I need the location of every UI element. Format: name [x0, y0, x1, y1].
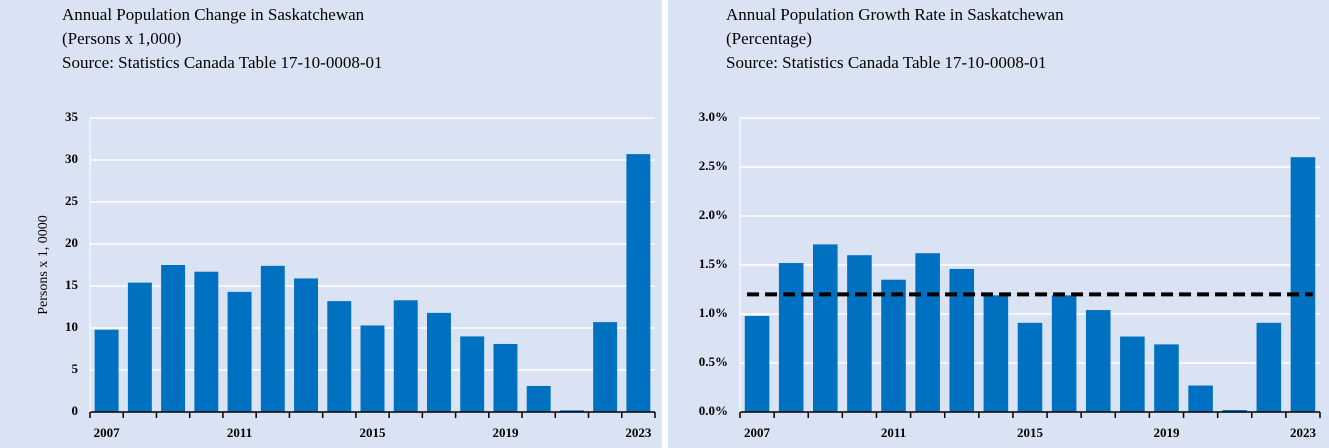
bar: [881, 279, 906, 412]
bar: [847, 255, 872, 412]
x-tick-label: 2019: [1153, 425, 1180, 440]
bar: [161, 265, 186, 412]
bar: [778, 263, 804, 412]
bar: [1222, 410, 1247, 412]
chart-title: Annual Population Growth Rate in Saskatc…: [726, 5, 1064, 24]
chart-source: Source: Statistics Canada Table 17-10-00…: [726, 53, 1047, 72]
y-tick-label: 0: [72, 403, 79, 418]
bar: [427, 312, 451, 412]
y-tick-label: 25: [65, 193, 79, 208]
y-tick-label: 30: [65, 151, 78, 166]
bar: [294, 278, 318, 412]
bar: [559, 410, 584, 412]
x-tick-label: 2015: [360, 425, 387, 440]
bar: [493, 343, 518, 412]
bar: [94, 329, 119, 412]
x-tick-label: 2011: [881, 425, 906, 440]
bar: [593, 322, 618, 412]
y-tick-label: 20: [65, 235, 78, 250]
bar: [526, 385, 551, 412]
bar: [360, 325, 385, 412]
bar: [1051, 295, 1077, 412]
bar: [260, 265, 285, 412]
y-tick-label: 5: [72, 361, 79, 376]
y-tick-label: 3.0%: [699, 109, 728, 124]
bar: [127, 282, 152, 412]
chart-subtitle: (Persons x 1,000): [62, 29, 181, 48]
bar: [915, 253, 940, 412]
y-tick-label: 0.0%: [699, 403, 728, 418]
bar: [983, 295, 1009, 412]
x-tick-label: 2007: [744, 425, 771, 440]
bar: [227, 291, 252, 412]
chart-title: Annual Population Change in Saskatchewan: [62, 5, 365, 24]
bar: [393, 300, 418, 412]
bar: [1188, 385, 1213, 412]
bar: [460, 336, 485, 412]
bar: [626, 154, 651, 412]
x-tick-label: 2011: [227, 425, 252, 440]
bar: [1017, 322, 1043, 412]
y-tick-label: 35: [65, 109, 79, 124]
bar: [327, 301, 352, 412]
y-tick-label: 2.5%: [699, 158, 728, 173]
y-tick-label: 1.5%: [699, 256, 728, 271]
x-tick-label: 2007: [94, 425, 121, 440]
bar: [1085, 310, 1111, 412]
x-tick-label: 2015: [1017, 425, 1044, 440]
x-tick-label: 2023: [1290, 425, 1317, 440]
bar: [949, 268, 975, 412]
chart-subtitle: (Percentage): [726, 29, 812, 48]
bar: [813, 244, 838, 412]
y-tick-label: 15: [65, 277, 79, 292]
y-axis-label: Persons x 1, 0000: [36, 215, 51, 315]
bar: [1256, 322, 1282, 412]
y-tick-label: 0.5%: [699, 354, 728, 369]
y-tick-label: 2.0%: [699, 207, 728, 222]
bar: [1120, 336, 1145, 412]
x-tick-label: 2023: [625, 425, 652, 440]
bar: [194, 271, 219, 412]
bar: [744, 315, 770, 412]
chart-source: Source: Statistics Canada Table 17-10-00…: [62, 53, 383, 72]
bar: [1290, 157, 1316, 412]
y-tick-label: 1.0%: [699, 305, 728, 320]
y-tick-label: 10: [65, 319, 78, 334]
x-tick-label: 2019: [492, 425, 519, 440]
bar: [1154, 344, 1179, 412]
